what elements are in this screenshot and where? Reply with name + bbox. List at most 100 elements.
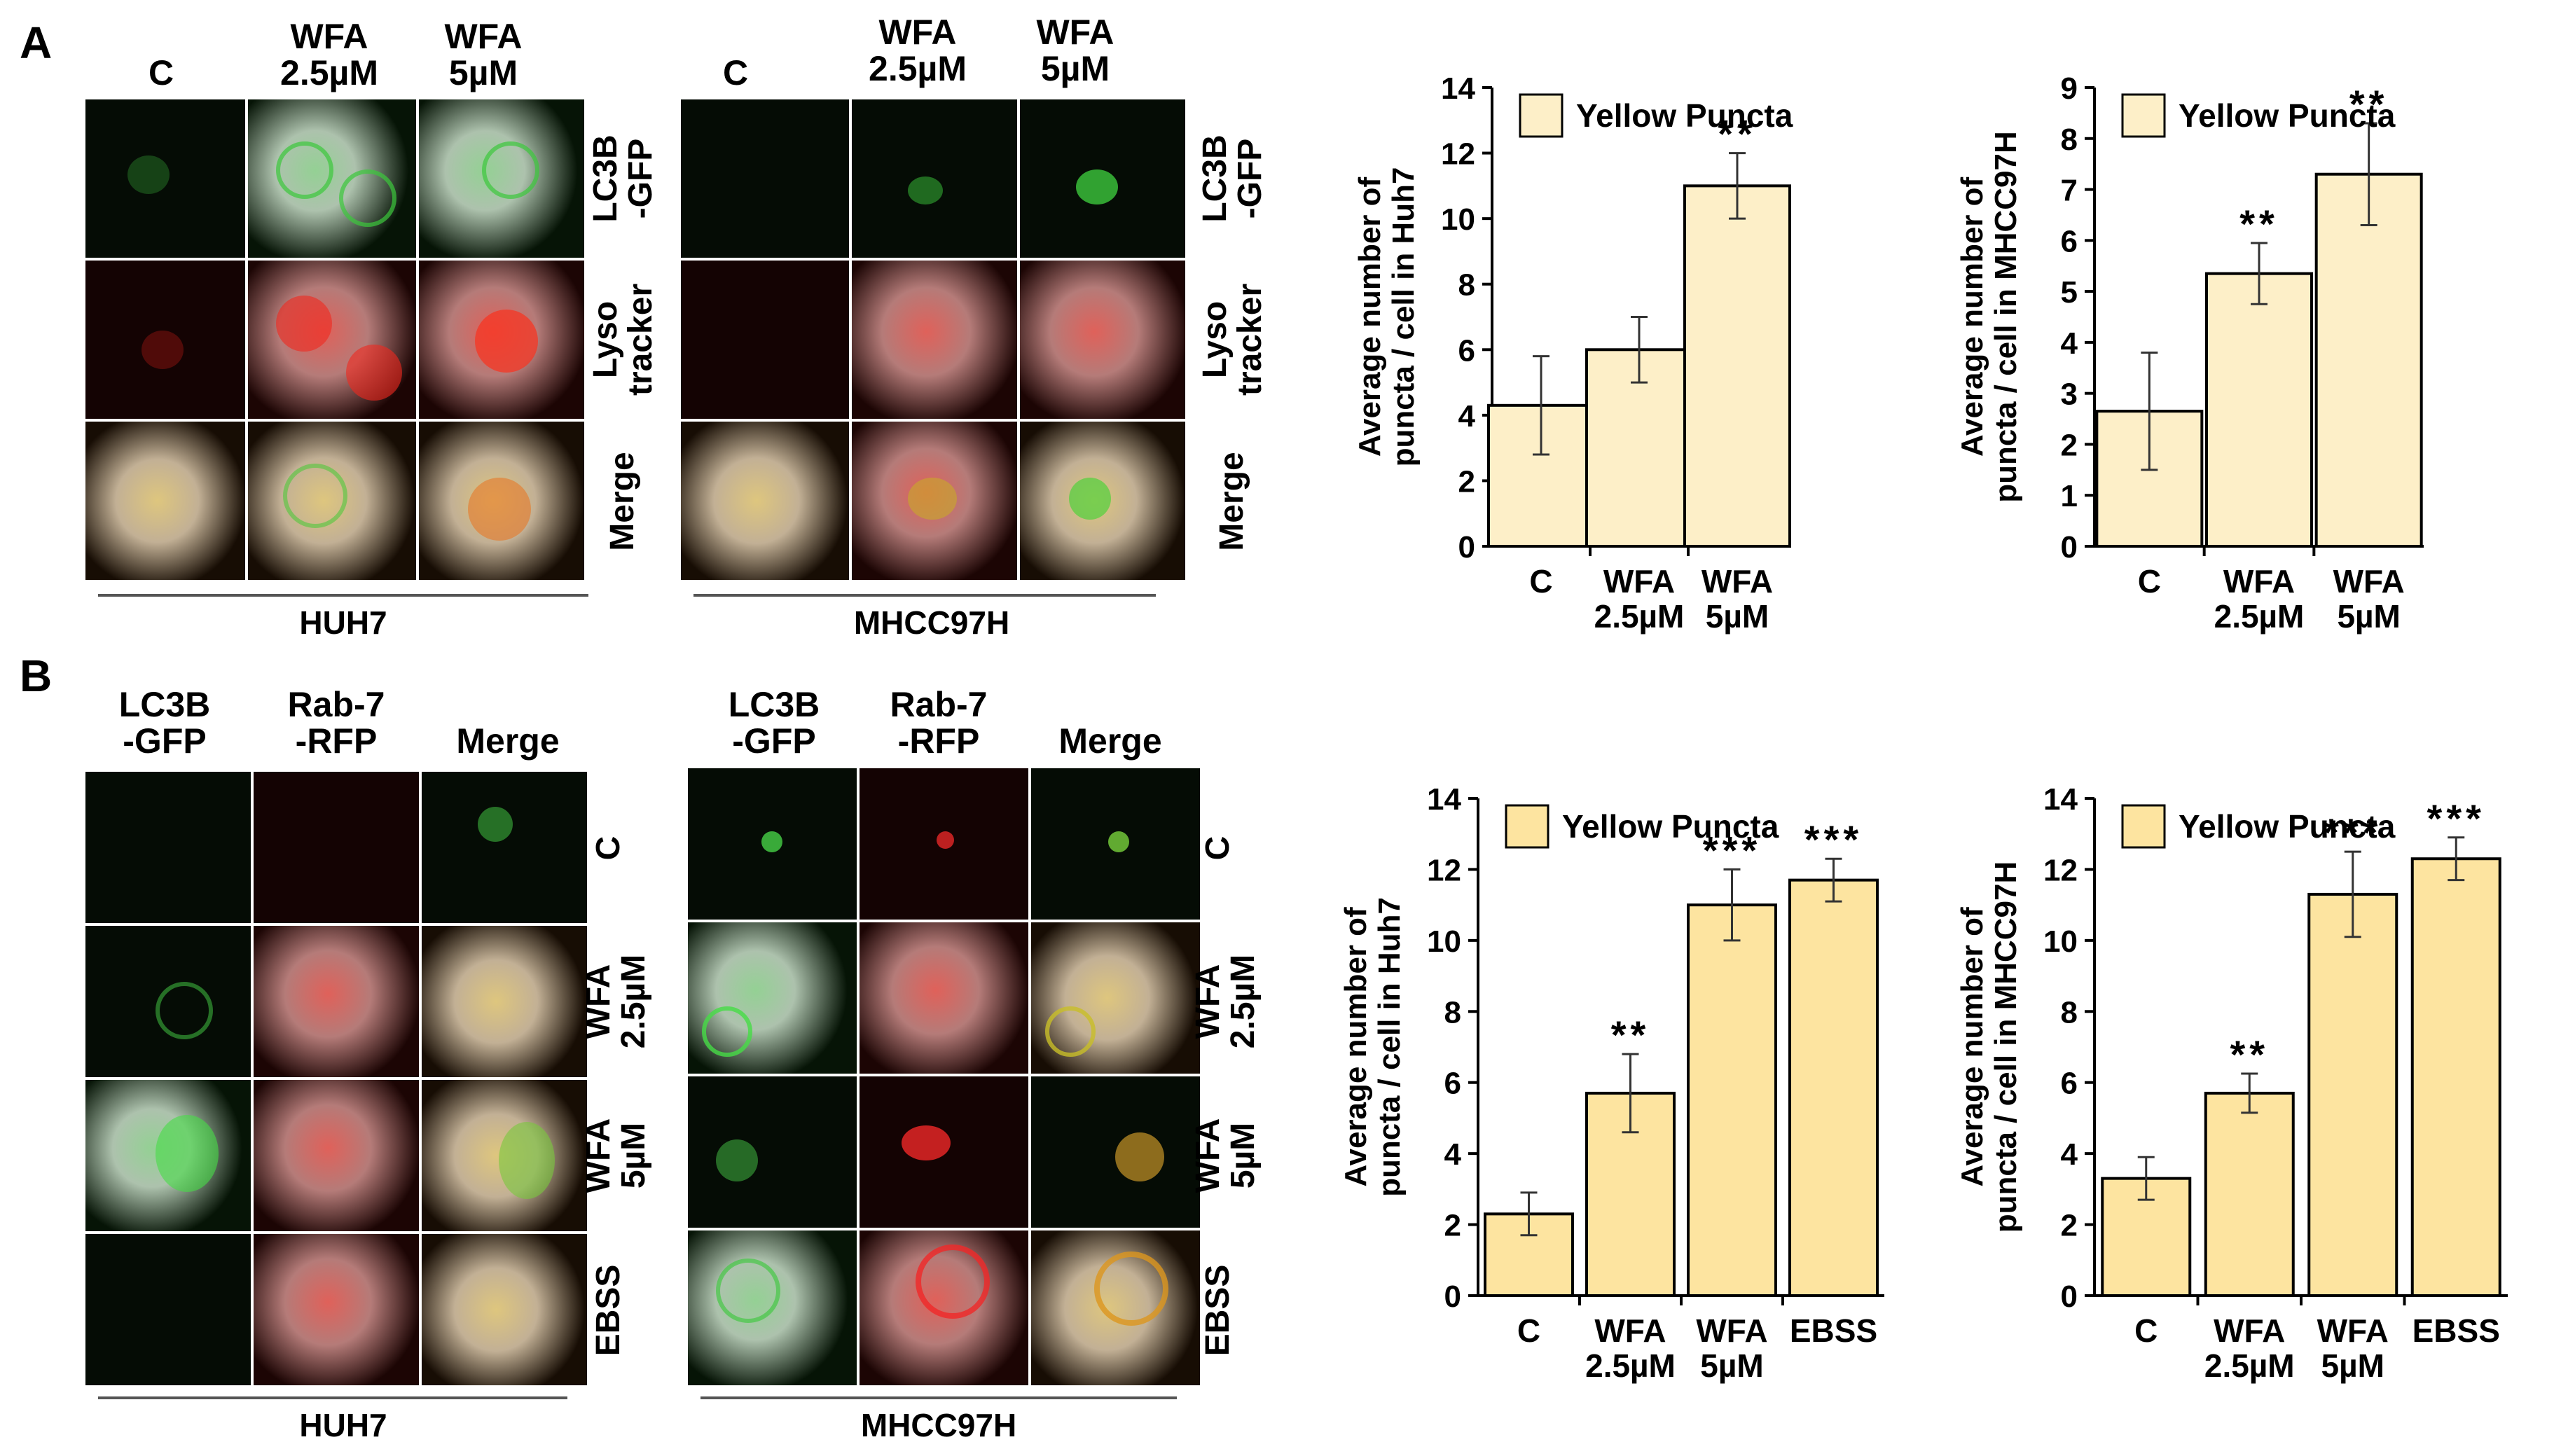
x-tick-label: WFA 2.5µM bbox=[1585, 1312, 1676, 1384]
panel-letter-a: A bbox=[20, 18, 53, 68]
y-tick-label: 4 bbox=[2061, 326, 2078, 361]
y-tick-label: 0 bbox=[2061, 530, 2078, 564]
y-tick-label: 10 bbox=[1441, 202, 1475, 237]
micrograph-huh7b-wfa2.5-lc3b bbox=[84, 924, 252, 1079]
y-tick-label: 12 bbox=[2043, 853, 2078, 887]
x-tick-label: WFA 5µM bbox=[2333, 563, 2405, 635]
micrograph-mhcc-wfa2.5-lyso bbox=[850, 259, 1019, 420]
y-tick-label: 14 bbox=[2043, 782, 2078, 817]
x-tick-label: EBSS bbox=[2412, 1312, 2500, 1349]
col-label-c: C bbox=[148, 53, 174, 92]
y-tick-label: 10 bbox=[2043, 924, 2078, 959]
micrograph-mhccb-ebss-rab7 bbox=[858, 1229, 1030, 1387]
row-label-c: C bbox=[1199, 836, 1236, 861]
significance-label: *** bbox=[2324, 810, 2382, 854]
legend-label: Yellow Puncta bbox=[2179, 97, 2396, 134]
col-label-c: C bbox=[722, 53, 749, 92]
y-tick-label: 6 bbox=[1444, 1067, 1461, 1101]
col-label-merge: Merge bbox=[1058, 721, 1162, 761]
micrograph-huh7b-ebss-lc3b bbox=[84, 1233, 252, 1387]
col-label-lc3b: LC3B -GFP bbox=[728, 685, 820, 761]
col-label-wfa-2.5: WFA 2.5µM bbox=[280, 17, 378, 92]
x-tick-label: WFA 2.5µM bbox=[2214, 563, 2305, 635]
y-tick-label: 8 bbox=[2061, 123, 2078, 157]
micrograph-huh7-wfa2.5-lyso bbox=[247, 259, 417, 420]
micrograph-huh7-c-merge bbox=[84, 420, 247, 581]
micrograph-mhcc-c-lyso bbox=[679, 259, 850, 420]
bar bbox=[2204, 1091, 2295, 1297]
micrograph-mhccb-wfa5-rab7 bbox=[858, 1075, 1030, 1229]
y-tick-label: 5 bbox=[2061, 275, 2078, 310]
y-tick-label: 14 bbox=[1441, 71, 1475, 106]
micrograph-huh7b-c-rab7 bbox=[252, 770, 420, 924]
micrograph-mhccb-ebss-lc3b bbox=[686, 1229, 858, 1387]
y-tick-label: 1 bbox=[2061, 479, 2078, 513]
legend-swatch bbox=[2121, 93, 2166, 138]
cell-line-label-huh7-a: HUH7 bbox=[299, 604, 387, 641]
x-tick-label: WFA 5µM bbox=[1696, 1312, 1767, 1384]
micrograph-huh7-c-lyso bbox=[84, 259, 247, 420]
col-label-wfa-5: WFA 5µM bbox=[1036, 13, 1114, 88]
bar bbox=[1788, 878, 1879, 1297]
significance-label: ** bbox=[2230, 1032, 2269, 1076]
x-tick-label: C bbox=[1517, 1312, 1540, 1349]
y-tick-label: 3 bbox=[2061, 377, 2078, 412]
micrograph-mhccb-wfa2.5-lc3b bbox=[686, 921, 858, 1075]
micrograph-mhccb-c-lc3b bbox=[686, 767, 858, 921]
x-tick-label: WFA 2.5µM bbox=[2204, 1312, 2295, 1384]
y-tick-label: 6 bbox=[2061, 224, 2078, 258]
row-label-wfa-2.5: WFA 2.5µM bbox=[580, 954, 652, 1049]
y-tick-label: 6 bbox=[2061, 1067, 2078, 1101]
micrograph-huh7-wfa5-merge bbox=[417, 420, 586, 581]
row-label-lc3b: LC3B -GFP bbox=[1196, 134, 1269, 223]
micrograph-huh7-c-lc3b bbox=[84, 98, 247, 259]
x-tick-label: C bbox=[1529, 563, 1552, 599]
micrograph-huh7b-ebss-rab7 bbox=[252, 1233, 420, 1387]
micrograph-mhcc-wfa2.5-lc3b bbox=[850, 98, 1019, 259]
row-label-merge: Merge bbox=[604, 452, 641, 551]
micrograph-mhccb-ebss-merge bbox=[1030, 1229, 1201, 1387]
y-tick-label: 8 bbox=[1444, 995, 1461, 1029]
micrograph-mhcc-wfa5-merge bbox=[1019, 420, 1187, 581]
row-label-c: C bbox=[590, 836, 627, 861]
micrograph-mhccb-wfa5-lc3b bbox=[686, 1075, 858, 1229]
bar bbox=[2205, 272, 2313, 548]
bar bbox=[2307, 892, 2398, 1297]
micrograph-huh7-wfa2.5-lc3b bbox=[247, 98, 417, 259]
micrograph-huh7-wfa5-lc3b bbox=[417, 98, 586, 259]
cell-line-label-mhcc-a: MHCC97H bbox=[853, 604, 1010, 641]
y-tick-label: 10 bbox=[1427, 924, 1461, 959]
col-label-rab7: Rab-7 -RFP bbox=[287, 685, 385, 761]
bar-chart-b-huh7: 0 2 4 6 8 10 12 14 Average number ofpuncta / cel… bbox=[1339, 782, 1884, 1384]
x-tick-label: EBSS bbox=[1790, 1312, 1877, 1349]
y-tick-label: 7 bbox=[2061, 174, 2078, 208]
y-tick-label: 4 bbox=[1444, 1137, 1462, 1172]
bar bbox=[2314, 172, 2423, 548]
bar-chart-b-mhcc: 0 2 4 6 8 10 12 14 Average number ofpuncta / cel… bbox=[1955, 782, 2508, 1384]
col-label-wfa-5: WFA 5µM bbox=[444, 17, 523, 92]
col-label-lc3b: LC3B -GFP bbox=[118, 685, 211, 761]
row-label-lyso: Lyso tracker bbox=[587, 283, 659, 396]
significance-label: ** bbox=[1611, 1013, 1650, 1057]
row-label-wfa-2.5: WFA 2.5µM bbox=[1189, 954, 1262, 1049]
y-tick-label: 2 bbox=[1458, 464, 1475, 499]
row-label-wfa-5: WFA 5µM bbox=[580, 1118, 652, 1193]
y-axis-label: Average number ofpuncta / cell in MHCC97… bbox=[1955, 131, 2023, 503]
y-tick-label: 2 bbox=[2061, 428, 2078, 462]
significance-label: *** bbox=[1804, 817, 1863, 861]
underline-huh7-b bbox=[98, 1396, 567, 1399]
legend-label: Yellow Puncta bbox=[1576, 97, 1793, 134]
micrograph-mhcc-wfa5-lyso bbox=[1019, 259, 1187, 420]
y-tick-label: 12 bbox=[1427, 853, 1461, 887]
legend-swatch bbox=[1519, 93, 1563, 138]
micrograph-huh7b-wfa5-lc3b bbox=[84, 1079, 252, 1233]
y-tick-label: 0 bbox=[1444, 1280, 1461, 1314]
bar bbox=[2410, 857, 2501, 1297]
x-tick-label: C bbox=[2138, 563, 2161, 599]
underline-mhcc-a bbox=[693, 594, 1156, 597]
y-tick-label: 4 bbox=[1458, 399, 1476, 434]
legend-swatch bbox=[1505, 804, 1549, 849]
col-label-rab7: Rab-7 -RFP bbox=[890, 685, 988, 761]
y-tick-label: 0 bbox=[1458, 530, 1475, 564]
bar-chart-a-mhcc: 0 1 2 3 4 5 6 7 8 9 Average number ofpuncta / cell… bbox=[1955, 71, 2424, 635]
